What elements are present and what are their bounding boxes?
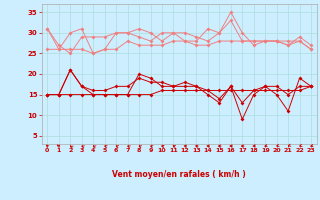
X-axis label: Vent moyen/en rafales ( km/h ): Vent moyen/en rafales ( km/h ) <box>112 170 246 179</box>
